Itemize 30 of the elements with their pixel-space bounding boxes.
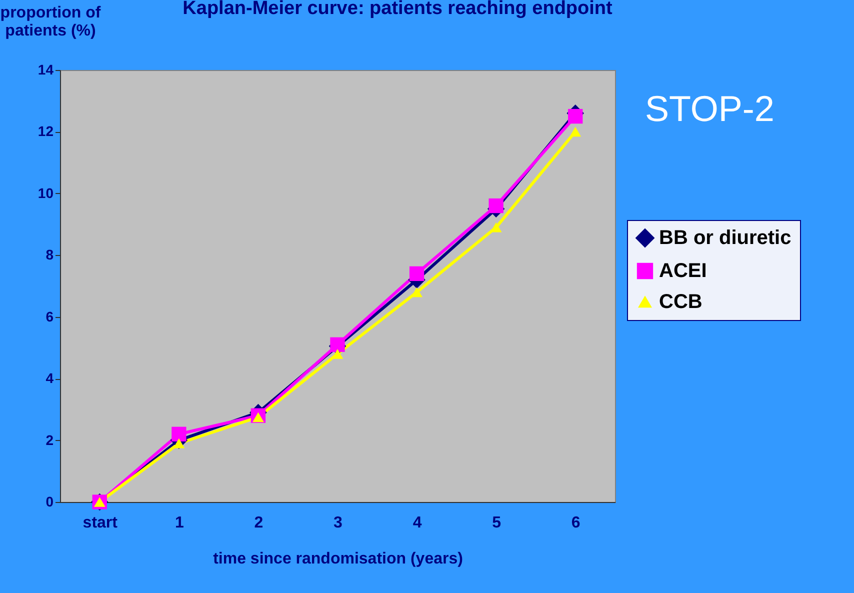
y-tick-label: 10 [38,184,54,201]
y-tick-label: 4 [46,370,54,386]
point [409,266,424,281]
text: STOP-2 [645,88,774,129]
x-tick-label: 1 [174,514,184,532]
x-tick-label: start [82,514,118,532]
y-tick-label: 2 [46,432,54,448]
x-tick-label: 3 [334,514,343,532]
point [568,108,583,124]
x-tick-label: 5 [492,514,502,532]
point [172,426,186,442]
y-tick-label: 6 [46,308,54,324]
x-tick-label: 6 [571,514,580,532]
y-tick-label: 0 [46,494,54,510]
x-axis-title: time since randomisation (years) [213,550,463,568]
x-tick-label: 2 [254,514,264,532]
y-tick-label: 12 [38,123,54,140]
legend-label: ACEI [659,260,707,282]
point [173,438,185,448]
legend-label: BB or diuretic [659,227,792,249]
y-tick-label: 8 [46,246,54,263]
chart-title: Kaplan-Meier curve: patients reaching endpoint [182,0,614,19]
point [570,126,582,137]
point [411,287,422,298]
point [488,198,504,214]
point [330,337,345,352]
x-tick-label: 4 [412,514,422,532]
y-tick-label: 14 [38,62,54,78]
legend-label: CCB [659,291,702,313]
y-axis-title: proportion of patients (%) [0,4,102,40]
